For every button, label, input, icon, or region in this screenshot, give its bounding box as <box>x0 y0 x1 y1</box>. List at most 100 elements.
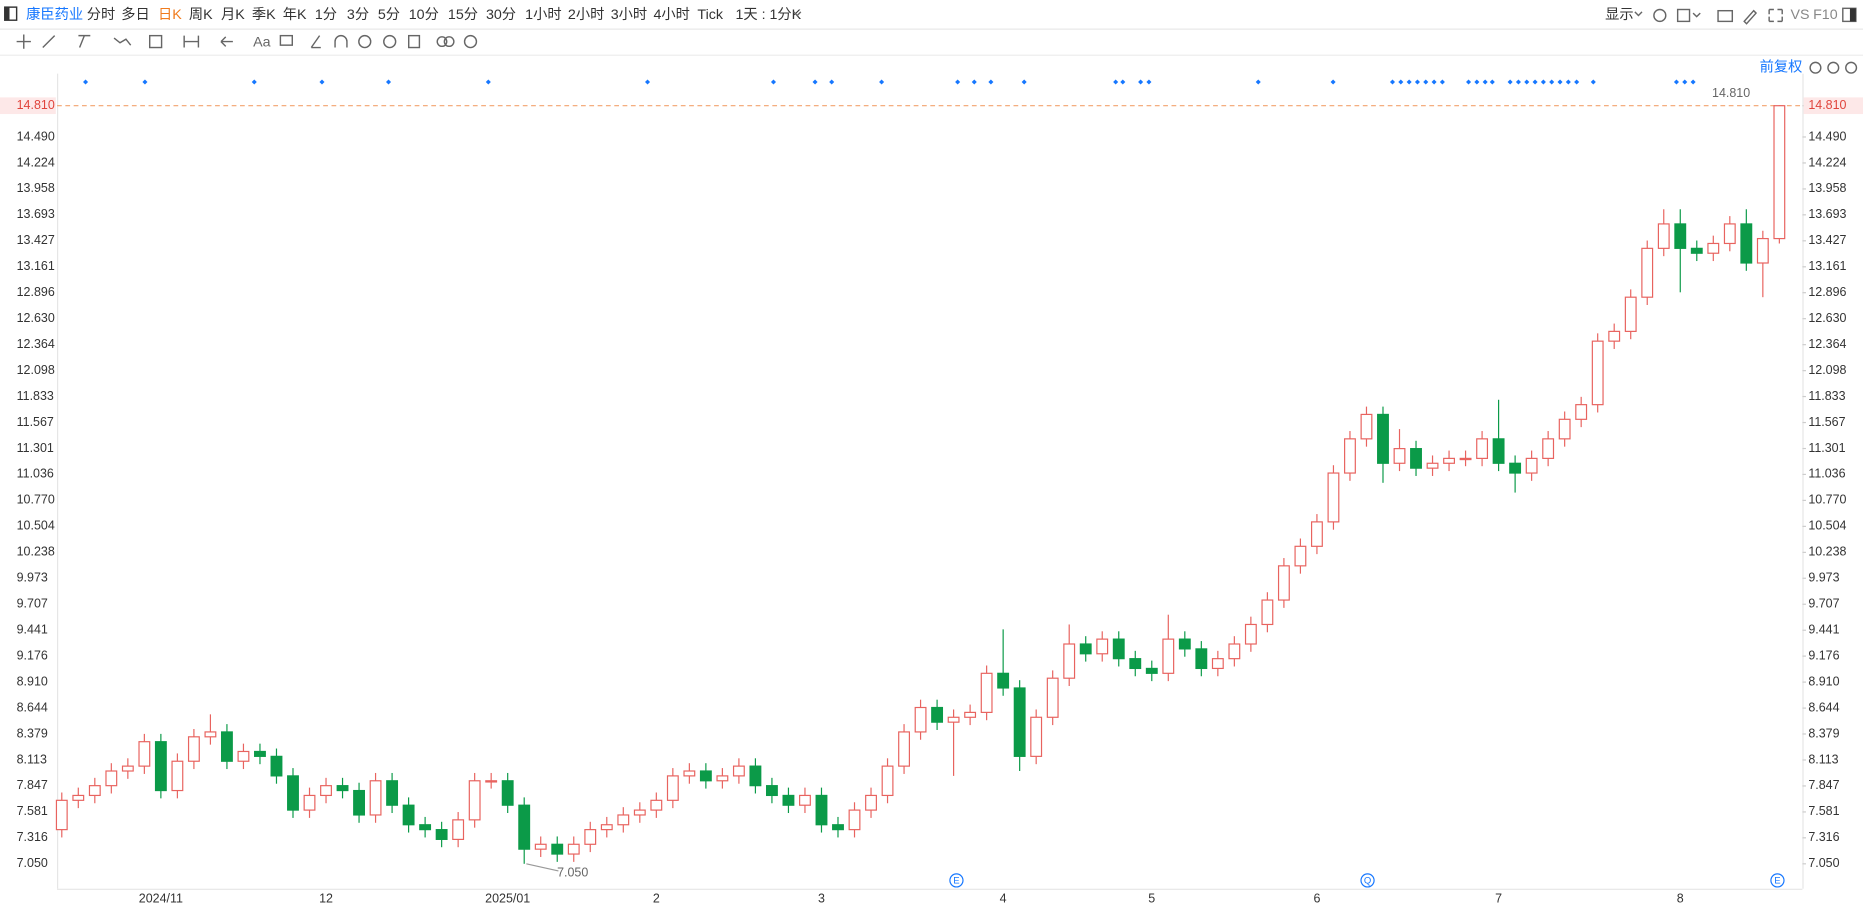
candle-body <box>1773 105 1786 240</box>
text-tool[interactable]: Aa <box>253 35 271 51</box>
y-tick-label-right: 8.113 <box>1808 752 1838 766</box>
zoom-in-icon[interactable] <box>1845 61 1858 74</box>
pattern-tool[interactable] <box>148 34 163 49</box>
y-tick-label-right: 14.224 <box>1808 155 1846 169</box>
tool-settings[interactable] <box>463 34 478 49</box>
candle-body <box>1195 648 1208 670</box>
settings-icon[interactable] <box>1653 8 1667 23</box>
candle-body <box>1013 687 1026 757</box>
y-tick-label: 13.161 <box>17 259 55 273</box>
y-tick-label-right: 11.567 <box>1808 415 1845 429</box>
angle-tool[interactable] <box>310 35 321 49</box>
period-tab[interactable]: 4小时 <box>653 6 689 23</box>
layout-icon[interactable] <box>1676 8 1691 23</box>
period-tab[interactable]: Tick <box>697 7 723 23</box>
interval-select[interactable]: 1天 : 1分K <box>735 6 801 23</box>
y-tick-label-right: 11.301 <box>1808 441 1845 455</box>
candle-body <box>1542 438 1555 459</box>
symbol-name[interactable]: 康臣药业 <box>26 6 83 23</box>
candle-body <box>518 804 531 850</box>
fullscreen-icon[interactable] <box>1768 8 1783 23</box>
candle-body <box>1228 643 1241 660</box>
line-tool[interactable] <box>42 35 56 49</box>
period-tab[interactable]: 3小时 <box>611 6 647 23</box>
candle-body <box>1624 296 1637 332</box>
candle-body <box>1641 247 1654 298</box>
period-tab[interactable]: 多日 <box>121 6 150 23</box>
candle-body <box>1046 677 1059 718</box>
x-tick-label: 12 <box>319 892 333 906</box>
period-tab[interactable]: 2小时 <box>568 6 604 23</box>
hide-tool[interactable] <box>383 34 397 49</box>
candle-body <box>287 775 299 811</box>
x-tick-label: 8 <box>1677 892 1684 906</box>
event-dot[interactable] <box>142 79 148 85</box>
y-tick-label: 7.581 <box>17 804 48 818</box>
candle-body <box>419 824 432 831</box>
event-badge[interactable] <box>949 873 964 888</box>
candle-body <box>1492 438 1505 464</box>
candle-body <box>799 794 811 806</box>
drawing-tools: Aa <box>16 34 478 51</box>
x-tick-label: 6 <box>1313 892 1320 906</box>
period-tab[interactable]: 年K <box>283 6 307 23</box>
lock-tool[interactable] <box>358 34 372 49</box>
candle-body <box>171 760 184 792</box>
period-tab[interactable]: 1分 <box>315 6 337 23</box>
y-tick-label: 11.567 <box>17 415 54 429</box>
event-dot[interactable] <box>83 79 89 85</box>
period-tab[interactable]: 10分 <box>409 6 439 23</box>
period-tab[interactable]: 30分 <box>486 6 516 23</box>
period-tab[interactable]: 1小时 <box>525 6 561 23</box>
price-tag: 14.810 <box>17 98 55 112</box>
period-tab[interactable]: 15分 <box>448 6 478 23</box>
y-tick-label-right: 12.098 <box>1808 363 1846 377</box>
y-tick-label: 10.238 <box>17 545 55 559</box>
annotation-leader <box>526 863 559 872</box>
move-tool[interactable] <box>16 34 31 49</box>
f10-button[interactable]: F10 <box>1813 7 1838 23</box>
period-tab[interactable]: 季K <box>252 6 276 23</box>
candle-body <box>980 672 993 713</box>
adjust-mode[interactable]: 前复权 <box>1760 57 1803 75</box>
candle-body <box>567 843 580 855</box>
pen-icon[interactable] <box>1743 9 1758 25</box>
candle-body <box>898 731 910 767</box>
candle-body <box>997 672 1010 689</box>
candle-body <box>765 785 778 797</box>
fib-tool[interactable] <box>78 34 91 48</box>
candle-body <box>1509 462 1522 474</box>
period-tab[interactable]: 分时 <box>87 6 116 23</box>
magnet-tool[interactable] <box>334 34 348 48</box>
compare-tool[interactable] <box>436 36 448 48</box>
reset-icon[interactable] <box>1809 61 1822 74</box>
candle-body <box>749 765 762 787</box>
y-tick-label-right: 11.833 <box>1808 389 1845 403</box>
display-menu[interactable]: 显示 <box>1605 7 1634 23</box>
candle-body <box>1129 658 1142 670</box>
period-tab[interactable]: 3分 <box>347 6 369 23</box>
y-tick-label-right: 13.958 <box>1808 181 1846 195</box>
y-tick-label: 8.910 <box>17 674 48 688</box>
zoom-out-icon[interactable] <box>1827 61 1840 74</box>
period-tab[interactable]: 周K <box>189 7 213 23</box>
wave-tool[interactable] <box>113 37 132 46</box>
candle-body <box>1591 340 1604 406</box>
measure-tool[interactable] <box>183 35 200 48</box>
period-tab[interactable]: 5分 <box>378 6 400 23</box>
delete-tool[interactable] <box>408 34 421 49</box>
arrow-tool[interactable] <box>220 36 233 47</box>
chevron <box>1692 12 1701 18</box>
candle-body <box>848 809 861 831</box>
candle-body <box>353 789 365 816</box>
y-tick-label-right: 9.973 <box>1808 571 1839 585</box>
period-tab[interactable]: 月K <box>221 7 245 23</box>
camera-icon[interactable] <box>1717 9 1734 23</box>
event-badge[interactable] <box>1770 873 1785 888</box>
period-tab[interactable]: 日K <box>158 7 182 23</box>
event-badge[interactable] <box>1360 873 1375 888</box>
note-tool[interactable] <box>279 34 293 46</box>
candle-body <box>716 775 729 782</box>
candle-body <box>584 829 597 845</box>
vs-button[interactable]: VS <box>1791 7 1810 23</box>
